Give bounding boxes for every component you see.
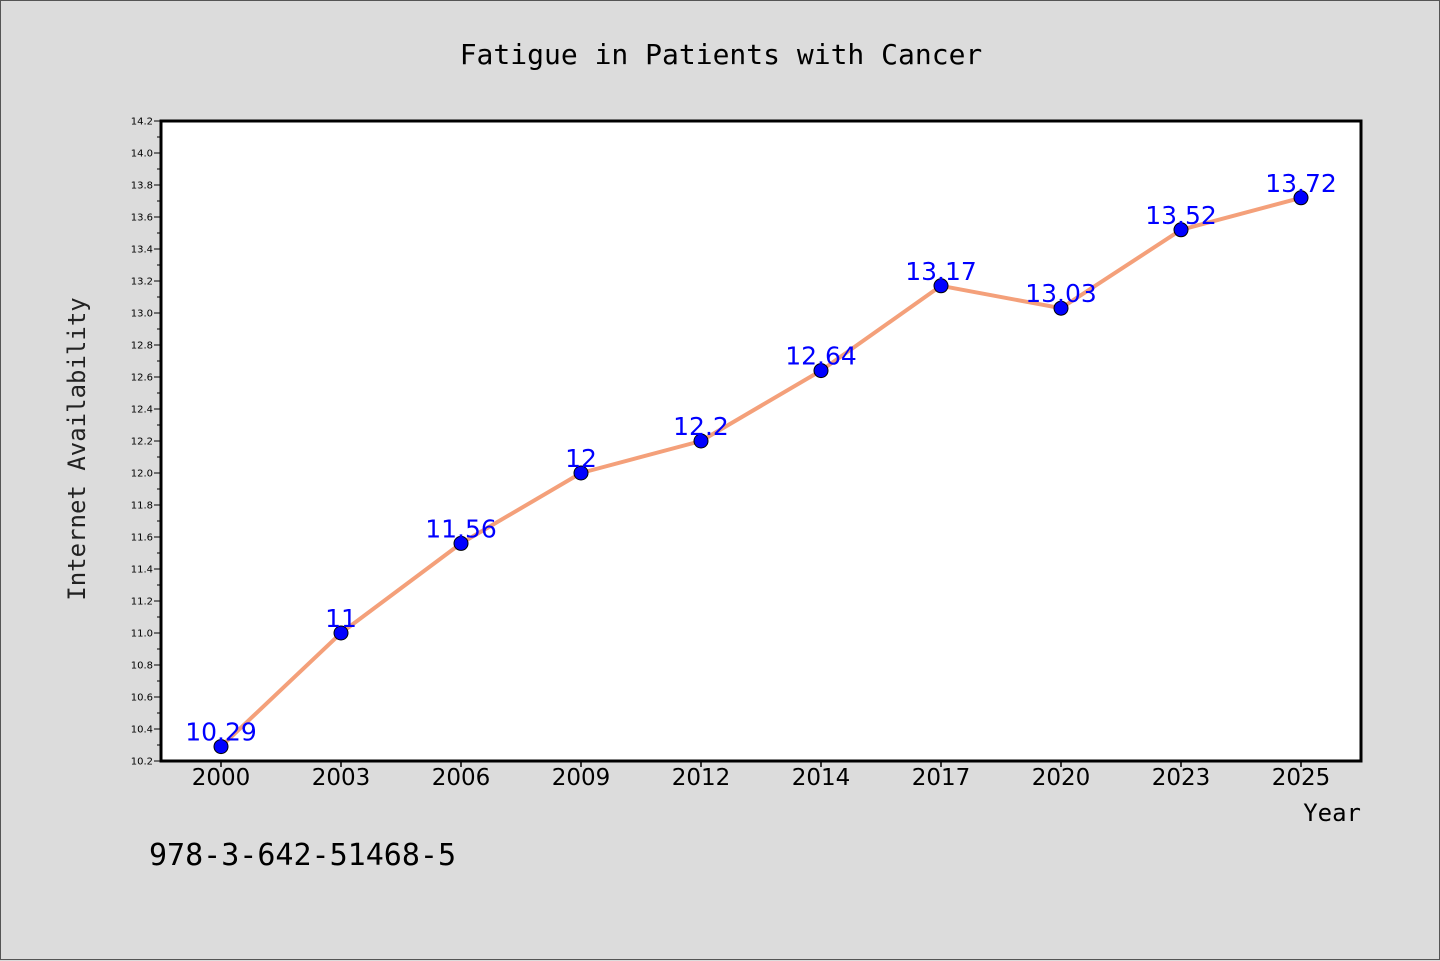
x-tick-label: 2003 (312, 765, 371, 791)
data-point (1053, 300, 1069, 316)
x-tick-label: 2014 (792, 765, 851, 791)
y-tick-label: 11.4 (131, 565, 153, 576)
y-tick-label: 11.2 (131, 597, 153, 608)
y-tick-label: 11.8 (131, 501, 153, 512)
x-axis: 2000 2003 2006 2009 2012 2014 2017 2020 2023 2025 (192, 761, 1331, 791)
x-tick-label: 2000 (192, 765, 251, 791)
y-tick-label: 10.2 (131, 757, 153, 768)
data-point (213, 739, 229, 755)
data-point (573, 465, 589, 481)
data-point (693, 433, 709, 449)
y-tick-label: 13.6 (131, 213, 153, 224)
x-tick-label: 2012 (672, 765, 731, 791)
data-label: 13.03 (1025, 279, 1097, 308)
data-label: 10.29 (185, 718, 257, 747)
y-tick-label: 13.2 (131, 277, 153, 288)
data-label: 12 (565, 444, 597, 473)
y-tick-label: 13.8 (131, 181, 153, 192)
series-line (219, 195, 1303, 749)
y-tick-label: 12.0 (131, 469, 153, 480)
data-point (1173, 222, 1189, 238)
data-point (933, 278, 949, 294)
y-axis-label: Internet Availability (63, 297, 91, 600)
y-tick-label: 11.6 (131, 533, 153, 544)
x-axis-label: Year (1303, 799, 1361, 827)
data-point (813, 363, 829, 379)
x-tick-label: 2009 (552, 765, 611, 791)
data-label: 13.72 (1265, 169, 1337, 198)
data-point (333, 625, 349, 641)
plot-area (159, 119, 1363, 763)
y-axis: 10.2 10.4 10.6 10.8 11.0 11.2 11.4 11.6 11.8 12.0… (131, 117, 161, 768)
y-tick-label: 10.6 (131, 693, 153, 704)
data-label: 13.17 (905, 257, 977, 286)
data-label: 11.56 (425, 514, 497, 543)
data-labels: 10.29 11 11.56 12 12.2 12.64 13.17 13.03 13.52 13… (185, 169, 1337, 747)
x-tick-label: 2017 (912, 765, 971, 791)
y-tick-label: 14.0 (131, 149, 153, 160)
y-tick-label: 13.4 (131, 245, 153, 256)
chart-title: Fatigue in Patients with Cancer (460, 38, 983, 71)
y-tick-label: 11.0 (131, 629, 153, 640)
x-tick-label: 2020 (1032, 765, 1091, 791)
x-tick-label: 2025 (1272, 765, 1331, 791)
y-tick-label: 12.6 (131, 373, 153, 384)
data-point (1293, 190, 1309, 206)
data-label: 12.64 (785, 342, 857, 371)
data-label: 12.2 (673, 412, 729, 441)
y-tick-label: 12.4 (131, 405, 153, 416)
y-tick-label: 14.2 (131, 117, 153, 128)
data-label: 11 (325, 604, 357, 633)
data-point (453, 535, 469, 551)
y-tick-label: 12.2 (131, 437, 153, 448)
y-tick-label: 10.8 (131, 661, 153, 672)
isbn-footer: 978-3-642-51468-5 (149, 838, 456, 873)
y-tick-label: 12.8 (131, 341, 153, 352)
y-tick-label: 13.0 (131, 309, 153, 320)
y-tick-label: 10.4 (131, 725, 153, 736)
x-tick-label: 2023 (1152, 765, 1211, 791)
x-tick-label: 2006 (432, 765, 491, 791)
data-label: 13.52 (1145, 201, 1217, 230)
series-group (213, 190, 1309, 755)
